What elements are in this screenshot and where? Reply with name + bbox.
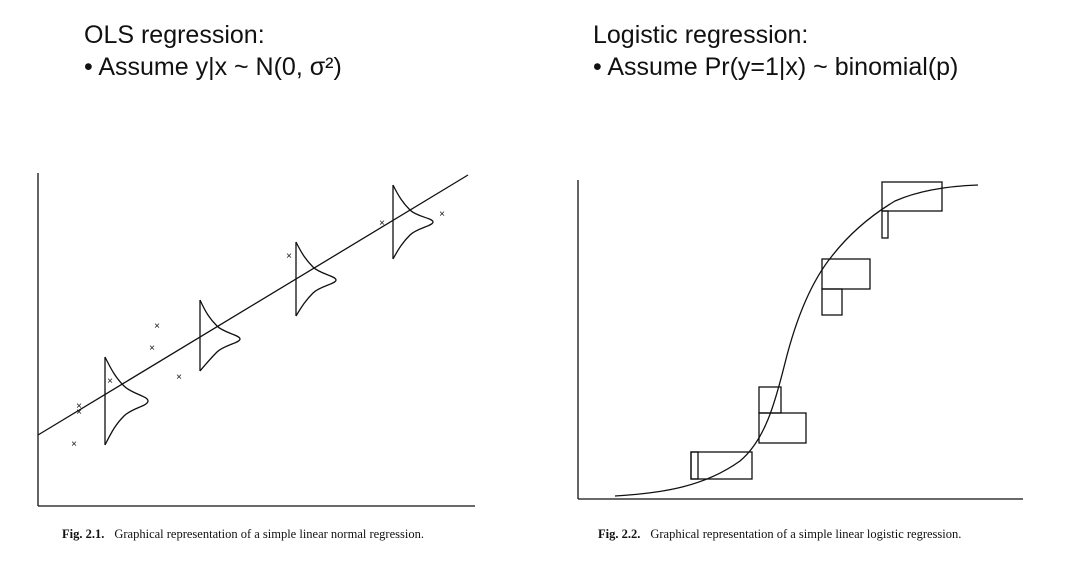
logistic-regression-figure — [577, 180, 1023, 500]
normal-density-3 — [295, 241, 337, 317]
caption-text: Graphical representation of a simple lin… — [114, 527, 424, 541]
probability-bar-3 — [821, 258, 871, 316]
normal-density-1 — [104, 356, 149, 446]
data-point: × — [107, 376, 113, 387]
caption-label: Fig. 2.1. — [62, 527, 105, 541]
probability-bar-1 — [690, 451, 753, 480]
probability-bar-2 — [758, 386, 807, 444]
data-point: × — [176, 372, 182, 383]
data-point: × — [154, 321, 160, 332]
data-point: × — [439, 209, 445, 220]
ols-title: OLS regression: — [84, 21, 265, 49]
normal-density-2 — [199, 299, 241, 372]
logistic-title: Logistic regression: — [593, 21, 809, 49]
linear-regression-figure: × × × × × × × × × × — [37, 173, 475, 507]
fig-2-1-caption: Fig. 2.1. Graphical representation of a s… — [62, 527, 424, 542]
probability-bar-4 — [881, 181, 943, 239]
ols-assumption: • Assume y|x ~ N(0, σ²) — [84, 53, 342, 81]
data-point: × — [76, 407, 82, 418]
data-point: × — [71, 439, 77, 450]
normal-density-4 — [392, 184, 434, 260]
data-point: × — [76, 401, 82, 412]
regression-line — [37, 174, 469, 436]
logistic-assumption: • Assume Pr(y=1|x) ~ binomial(p) — [593, 53, 959, 81]
logistic-curve — [614, 184, 979, 497]
fig-2-2-caption: Fig. 2.2. Graphical representation of a s… — [598, 527, 961, 542]
caption-label: Fig. 2.2. — [598, 527, 641, 541]
data-point: × — [149, 343, 155, 354]
data-points: × × × × × × × × × × — [71, 209, 445, 450]
data-point: × — [379, 218, 385, 229]
data-point: × — [286, 251, 292, 262]
logistic-heading: Logistic regression: • Assume Pr(y=1|x) … — [593, 19, 958, 83]
caption-text: Graphical representation of a simple lin… — [650, 527, 962, 541]
ols-heading: OLS regression: • Assume y|x ~ N(0, σ²) — [84, 19, 342, 83]
